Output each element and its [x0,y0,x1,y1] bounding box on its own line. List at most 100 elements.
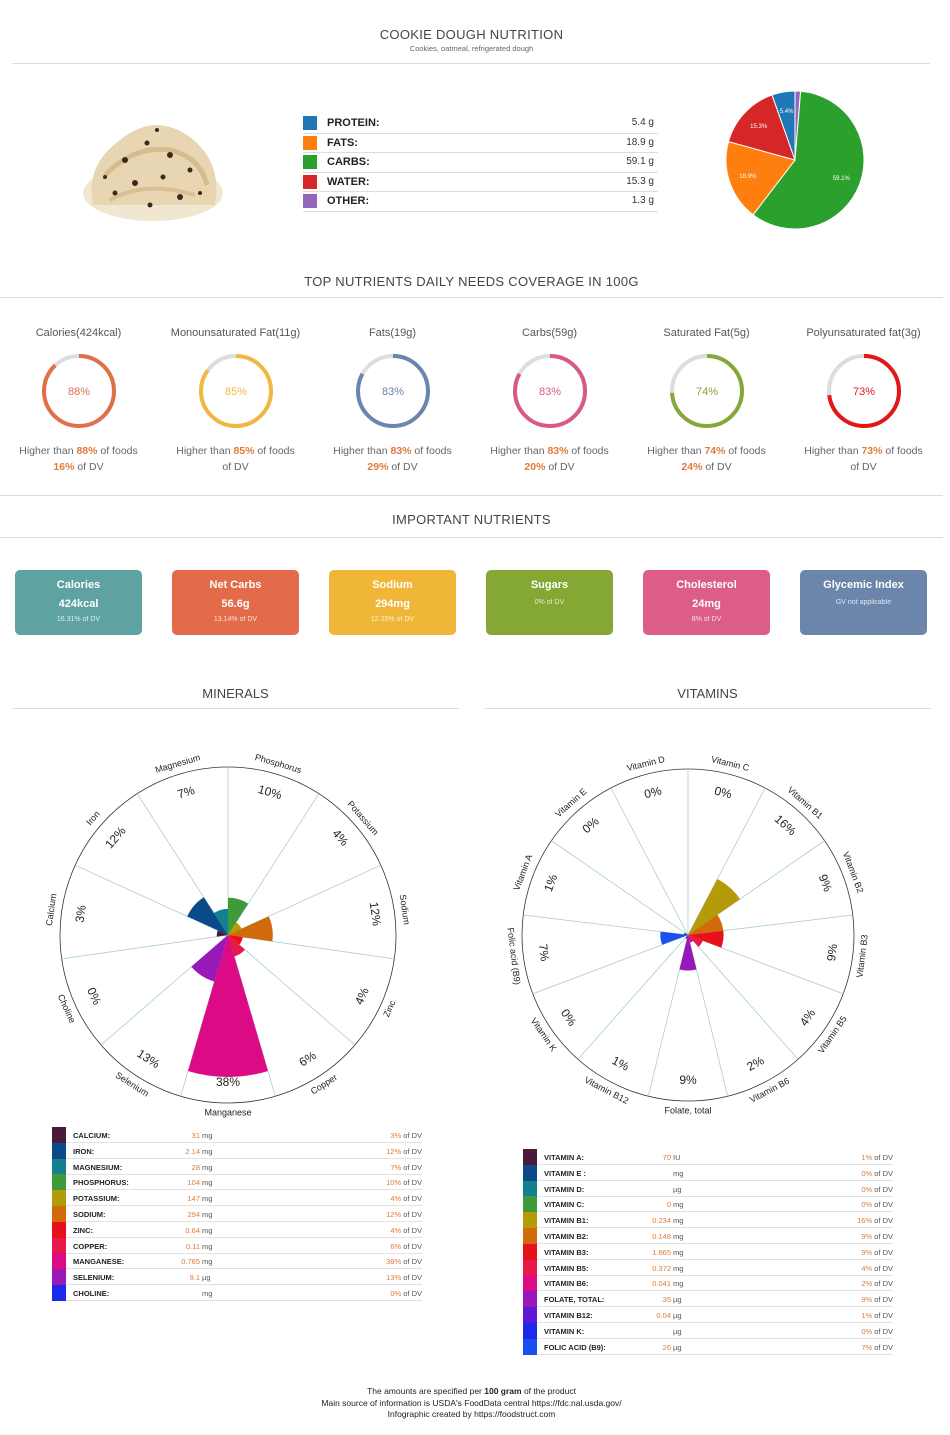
card-label: Glycemic Index [823,579,904,591]
dv-value: 2% [861,1279,873,1289]
nutrient-dv: 6% of DV [390,1242,422,1251]
nutrient-card: Calories 424kcal 16.31% of DV [15,570,142,635]
coverage-text: Higher than 83% of foods 20% of DV [471,443,628,475]
card-label: Calories [56,579,101,591]
rose-percent: 13% [135,1046,163,1071]
nutrient-name: VITAMIN B5: [544,1263,589,1273]
rose-percent: 7% [176,783,197,801]
rose-percent: 0% [643,783,664,801]
rose-percent: 7% [536,943,552,962]
rose-label: Vitamin B3 [855,934,870,978]
higher-value: 74% [704,445,726,457]
dv-value: 13% [386,1273,402,1283]
divider [12,63,930,64]
dv-value: 12% [386,1146,402,1156]
dv-value: 0% [861,1168,873,1178]
nutrient-dv: 2% of DV [861,1279,893,1288]
dv-suffix: of DV [872,1326,893,1336]
nutrient-name: CHOLINE: [73,1289,110,1298]
higher-suffix: of foods [882,445,923,457]
dv-value: 24% [681,461,703,473]
table-swatch [52,1221,66,1238]
table-row: SELENIUM: 9.1 µg 13% of DV [52,1269,422,1286]
dv-value: 6% [390,1241,402,1251]
legend-label: CARBS: [327,156,370,168]
rose-spoke [610,787,689,936]
rose-wedge [228,897,249,935]
rose-label: Zinc [381,998,397,1018]
nutrient-dv: 4% of DV [390,1194,422,1203]
higher-line: Higher than 88% of foods [0,443,157,459]
table-swatch [523,1322,537,1339]
dv-suffix: of DV [872,1342,893,1352]
higher-line: Higher than 83% of foods [471,443,628,459]
legend-row: OTHER: 1.3 g [303,192,658,212]
coverage-item: Fats(19g) 83% Higher than 83% of foods 29% … [314,327,471,475]
table-row: VITAMIN B5: 0.372 mg 4% of DV [523,1259,893,1276]
rose-label: Folate, total [664,1105,711,1115]
rose-percent: 12% [102,824,129,852]
card-dv: 16.31% of DV [56,616,101,623]
nutrient-dv: 10% of DV [386,1178,422,1187]
rose-percent: 0% [84,985,104,1007]
nutrient-unit: mg [202,1257,213,1267]
dv-suffix: of DV [872,1184,893,1194]
nutrient-amount: 0.04 [656,1311,671,1320]
nutrient-amount: 0 [666,1200,671,1210]
footer-bold: 100 gram [484,1386,522,1396]
rose-label: Choline [56,993,78,1025]
rose-spoke [577,934,689,1060]
rose-label: Sodium [398,894,412,926]
coverage-ring: 74% [669,354,744,428]
table-swatch [523,1149,537,1165]
coverage-title: Carbs(59g) [521,327,578,339]
coverage-ring: 85% [198,354,273,428]
page-title: COOKIE DOUGH NUTRITION [379,27,564,42]
legend-value: 59.1 g [626,156,654,167]
card-value: 56.6g [221,598,250,610]
rose-percent: 4% [352,985,372,1007]
divider [0,495,943,496]
rose-percent: 1% [541,872,560,893]
rose-percent: 16% [772,812,800,839]
rose-wedge [228,935,245,957]
rose-percent: 4% [330,826,352,849]
rose-wedge [688,930,724,948]
nutrient-amount: 26 [662,1342,671,1352]
ring-progress [41,354,116,428]
table-swatch [52,1158,66,1175]
nutrient-name: COPPER: [73,1241,108,1251]
nutrient-unit: mg [673,1168,684,1178]
table-swatch [523,1275,537,1292]
rose-wedge [188,935,268,1077]
dv-value: 9% [861,1295,873,1305]
table-swatch [523,1291,537,1308]
rose-wedge [688,935,694,943]
rose-label: Vitamin B2 [841,850,866,894]
dv-suffix: of DV [872,1168,893,1178]
table-row: ZINC: 0.64 mg 4% of DV [52,1221,422,1238]
dv-suffix: of DV [545,461,575,473]
dv-value: 20% [524,461,546,473]
rose-label: Vitamin B1 [786,785,825,821]
rose-label: Folic acid (B9) [505,927,522,985]
table-swatch [523,1228,537,1244]
dv-suffix: of DV [872,1263,893,1273]
higher-prefix: Higher than [490,445,548,457]
table-swatch [523,1164,537,1181]
nutrient-dv: 7% of DV [861,1343,893,1352]
nutrient-name: VITAMIN D: [544,1184,585,1194]
pie-slice [752,90,865,230]
nutrient-unit: mg [202,1194,213,1204]
vitamins-rose-chart: 0% Vitamin C 16%Vitamin B1 9% Vitamin B2 9% Vi… [505,754,870,1115]
dv-suffix: of DV [401,1210,422,1219]
nutrient-name: VITAMIN B2: [544,1232,589,1241]
dv-suffix: of DV [401,1131,422,1140]
divider [0,297,943,298]
nutrient-card: Sugars 0% of DV [486,570,613,635]
dv-value: 7% [390,1162,402,1172]
rose-label: Vitamin K [529,1016,559,1053]
divider [12,708,459,709]
coverage-title: Monounsaturated Fat(11g) [170,327,301,339]
nutrient-unit: µg [202,1273,211,1283]
